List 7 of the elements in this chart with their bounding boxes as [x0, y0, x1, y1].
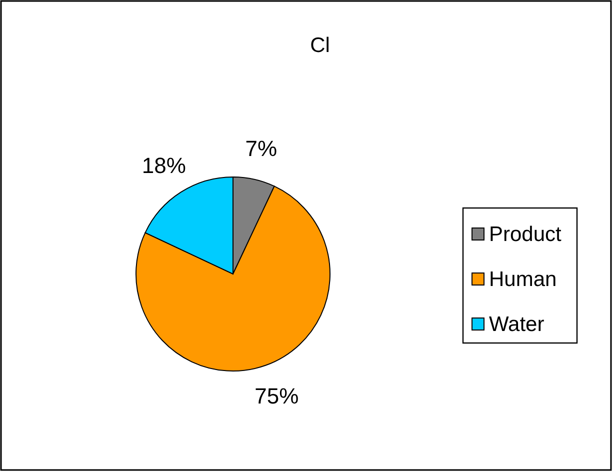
legend-label: Human — [489, 268, 557, 291]
legend-label: Water — [489, 313, 544, 336]
legend-label: Product — [489, 223, 562, 246]
chart-title: Cl — [310, 34, 330, 57]
data-label: 75% — [254, 383, 299, 408]
data-label: 7% — [245, 136, 278, 162]
data-label: 18% — [142, 153, 186, 178]
